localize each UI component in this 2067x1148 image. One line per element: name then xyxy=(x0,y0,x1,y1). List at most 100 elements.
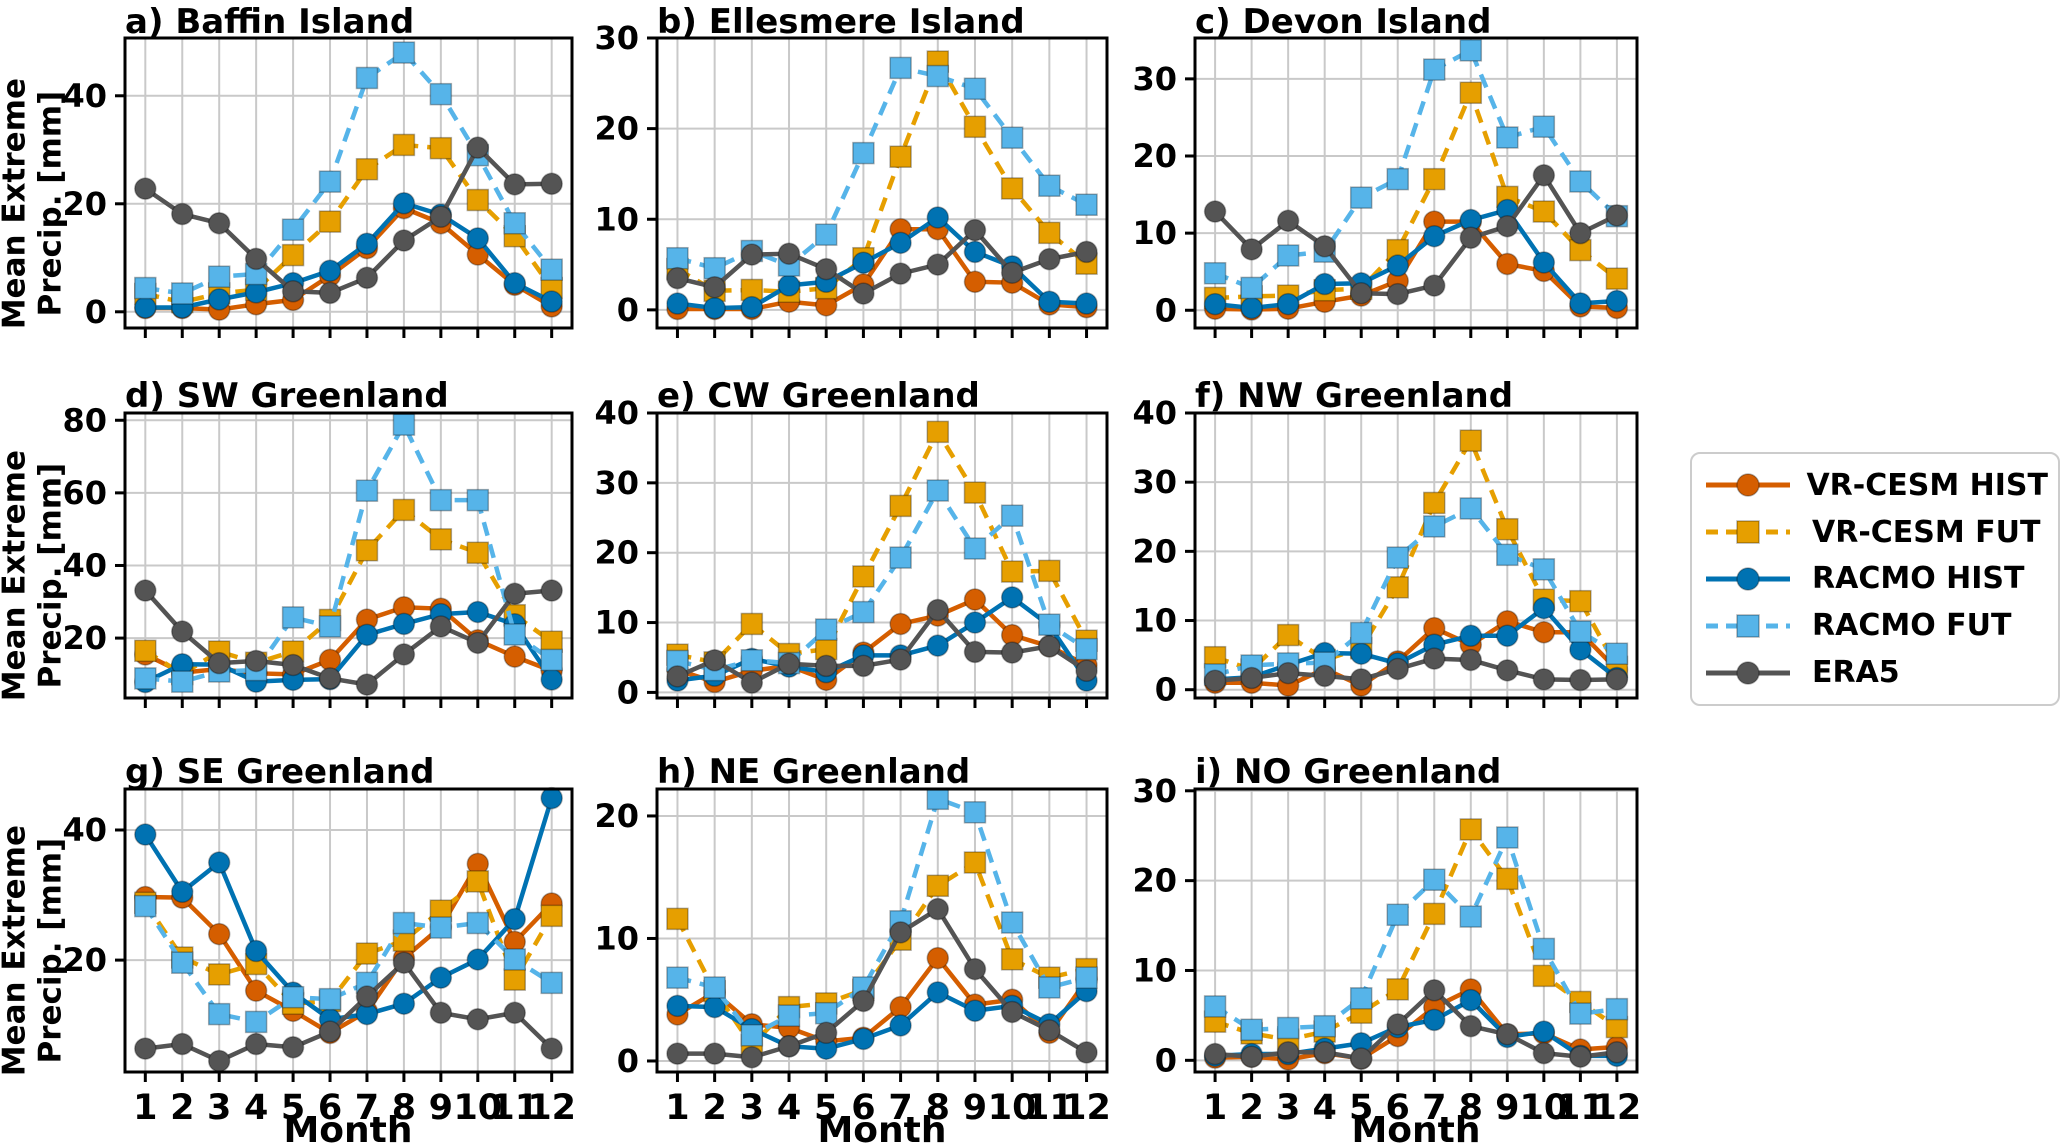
subplot-title-g: g) SE Greenland xyxy=(125,752,435,792)
subplot-f: 0 10 20 30 40 xyxy=(1132,394,1639,709)
svg-text:3: 3 xyxy=(207,1088,231,1128)
svg-text:1: 1 xyxy=(133,1088,157,1128)
svg-text:30: 30 xyxy=(594,464,639,502)
subplot-title-e: e) CW Greenland xyxy=(657,376,980,416)
y-axis-label-row3: Mean Extreme Precip. [mm] xyxy=(0,825,68,1077)
legend-item-vr-cesm-hist: VR-CESM HIST xyxy=(1702,465,2048,505)
legend-label: RACMO FUT xyxy=(1812,608,2012,644)
svg-text:9: 9 xyxy=(429,1088,453,1128)
legend-sample-racmo-hist-icon xyxy=(1706,567,1790,591)
svg-text:10: 10 xyxy=(1132,214,1177,252)
svg-text:40: 40 xyxy=(62,77,107,115)
legend-box: VR-CESM HIST VR-CESM FUT RACMO HIST RACM… xyxy=(1690,452,2060,706)
x-axis-label-g: Month xyxy=(283,1110,413,1148)
subplot-title-i: i) NO Greenland xyxy=(1195,752,1502,792)
svg-text:10: 10 xyxy=(1132,602,1177,640)
svg-text:40: 40 xyxy=(62,811,107,849)
subplot-d: 20 40 60 80 xyxy=(62,401,574,708)
svg-text:0: 0 xyxy=(1155,291,1177,329)
legend-label: VR-CESM FUT xyxy=(1812,514,2041,550)
svg-text:0: 0 xyxy=(617,1042,639,1080)
x-axis-label-i: Month xyxy=(1351,1110,1481,1148)
svg-text:6: 6 xyxy=(318,1088,342,1128)
legend-item-vr-cesm-fut: VR-CESM FUT xyxy=(1702,512,2048,552)
svg-text:80: 80 xyxy=(62,401,107,439)
subplot-title-b: b) Ellesmere Island xyxy=(657,2,1025,42)
subplot-title-c: c) Devon Island xyxy=(1195,2,1492,42)
svg-text:7: 7 xyxy=(355,1088,379,1128)
svg-text:4: 4 xyxy=(244,1088,268,1128)
svg-text:20: 20 xyxy=(594,534,639,572)
svg-text:6: 6 xyxy=(851,1088,875,1128)
svg-text:20: 20 xyxy=(594,797,639,835)
svg-text:0: 0 xyxy=(1155,1041,1177,1079)
svg-text:6: 6 xyxy=(1386,1088,1410,1128)
subplot-a: 0 20 40 xyxy=(62,36,574,338)
svg-text:2: 2 xyxy=(170,1088,194,1128)
svg-text:10: 10 xyxy=(988,1088,1037,1128)
svg-text:9: 9 xyxy=(963,1088,987,1128)
svg-text:5: 5 xyxy=(281,1088,305,1128)
y-axis-label-row2: Mean Extreme Precip. [mm] xyxy=(0,450,68,702)
svg-text:12: 12 xyxy=(1593,1088,1642,1128)
svg-text:20: 20 xyxy=(594,110,639,148)
svg-text:20: 20 xyxy=(1132,862,1177,900)
legend-sample-era5-icon xyxy=(1706,660,1790,685)
svg-text:12: 12 xyxy=(527,1088,576,1128)
svg-text:7: 7 xyxy=(888,1088,912,1128)
legend-sample-vr-cesm-fut-icon xyxy=(1706,520,1790,544)
svg-text:10: 10 xyxy=(594,200,639,238)
svg-text:40: 40 xyxy=(1132,394,1177,432)
svg-text:8: 8 xyxy=(1459,1088,1483,1128)
svg-text:2: 2 xyxy=(1239,1088,1263,1128)
svg-text:1: 1 xyxy=(1203,1088,1227,1128)
svg-text:20: 20 xyxy=(62,941,107,979)
svg-text:2: 2 xyxy=(702,1088,726,1128)
x-axis-label-h: Month xyxy=(817,1110,947,1148)
svg-text:4: 4 xyxy=(1312,1088,1336,1128)
subplot-e: 0 10 20 30 40 xyxy=(594,394,1109,711)
svg-text:20: 20 xyxy=(62,619,107,657)
legend-item-racmo-hist: RACMO HIST xyxy=(1702,559,2048,599)
svg-text:30: 30 xyxy=(1132,463,1177,501)
legend-label: ERA5 xyxy=(1812,655,1900,691)
legend-label: RACMO HIST xyxy=(1812,561,2025,597)
svg-text:3: 3 xyxy=(1276,1088,1300,1128)
svg-text:30: 30 xyxy=(594,19,639,57)
svg-text:4: 4 xyxy=(777,1088,801,1128)
svg-text:40: 40 xyxy=(62,546,107,584)
legend-item-era5: ERA5 xyxy=(1702,653,2048,693)
svg-text:5: 5 xyxy=(814,1088,838,1128)
svg-text:10: 10 xyxy=(594,604,639,642)
svg-text:30: 30 xyxy=(1132,772,1177,810)
svg-text:1: 1 xyxy=(665,1088,689,1128)
svg-text:20: 20 xyxy=(1132,137,1177,175)
svg-text:40: 40 xyxy=(594,394,639,432)
svg-text:12: 12 xyxy=(1062,1088,1111,1128)
subplot-title-a: a) Baffin Island xyxy=(125,2,415,42)
svg-text:5: 5 xyxy=(1349,1088,1373,1128)
svg-text:11: 11 xyxy=(1025,1088,1074,1128)
svg-text:0: 0 xyxy=(617,291,639,329)
subplot-title-d: d) SW Greenland xyxy=(125,376,449,416)
legend-sample-vr-cesm-hist-icon xyxy=(1706,473,1790,498)
svg-text:10: 10 xyxy=(453,1088,502,1128)
legend-label: VR-CESM HIST xyxy=(1806,467,2048,503)
svg-text:10: 10 xyxy=(1132,951,1177,989)
svg-text:10: 10 xyxy=(594,919,639,957)
svg-text:30: 30 xyxy=(1132,60,1177,98)
subplot-title-f: f) NW Greenland xyxy=(1195,376,1514,416)
svg-text:9: 9 xyxy=(1495,1088,1519,1128)
subplot-c: 0 10 20 30 xyxy=(1132,36,1639,338)
svg-text:0: 0 xyxy=(1155,671,1177,709)
svg-text:20: 20 xyxy=(1132,532,1177,570)
svg-text:11: 11 xyxy=(1556,1088,1605,1128)
svg-text:8: 8 xyxy=(926,1088,950,1128)
svg-text:0: 0 xyxy=(617,673,639,711)
legend-sample-racmo-fut-icon xyxy=(1706,614,1790,638)
